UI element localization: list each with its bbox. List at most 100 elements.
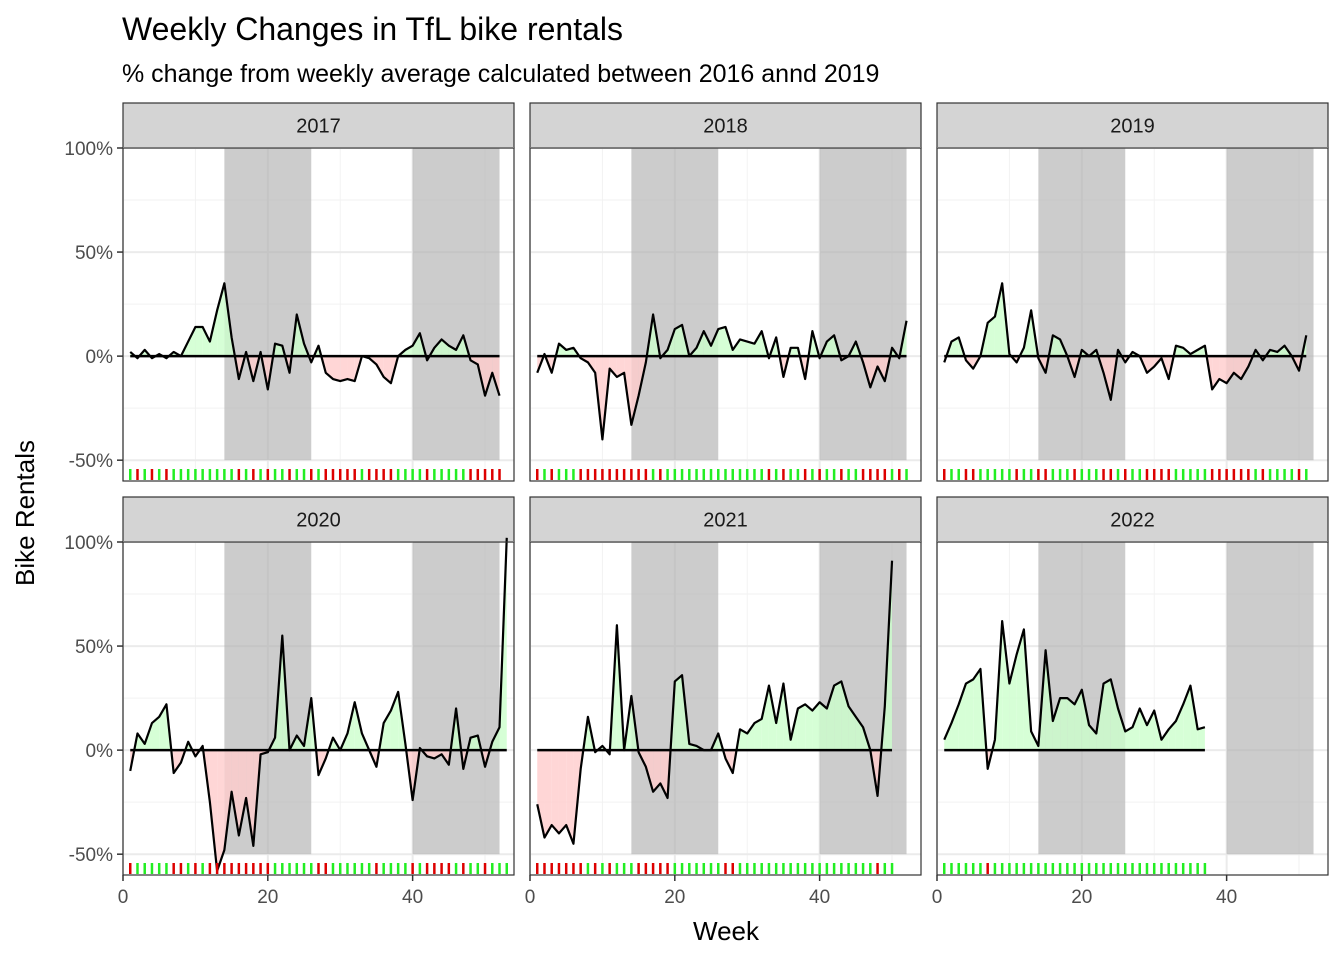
area-segment: [566, 750, 574, 844]
shaded-week-range: [631, 148, 719, 461]
facet-strip: [122, 496, 515, 543]
area-segment: [332, 356, 341, 382]
area-segment: [631, 356, 639, 425]
y-tick-label: 0%: [86, 347, 114, 368]
area-segment: [1132, 708, 1140, 751]
area-segment: [217, 750, 225, 871]
area-segment: [747, 341, 755, 357]
area-segment: [994, 283, 1003, 357]
facet-label: 2017: [296, 116, 341, 138]
area-segment: [485, 356, 493, 396]
facet-panel-2019: 2019: [936, 102, 1329, 482]
area-segment: [645, 750, 654, 792]
area-segment: [1197, 345, 1205, 357]
facet-panels: 2017-50%0%50%100%2018 20192020-50%0%50%10…: [64, 102, 1329, 908]
x-tick-label: 40: [809, 887, 830, 908]
area-segment: [674, 324, 683, 357]
area-segment: [1175, 704, 1184, 751]
area-segment: [275, 343, 283, 357]
area-segment: [674, 675, 683, 751]
area-segment: [987, 316, 995, 357]
area-segment: [951, 337, 959, 357]
x-tick-label: 0: [932, 887, 943, 908]
x-tick-label: 20: [257, 887, 278, 908]
area-segment: [340, 356, 348, 382]
panel-border: [936, 147, 1329, 482]
facet-panel-2017: 2017 -50% 0% 50% 100%: [64, 102, 515, 482]
area-segment: [776, 683, 784, 751]
facet-strip: [529, 102, 922, 149]
x-tick-label: 20: [1071, 887, 1092, 908]
area-segment: [1052, 335, 1061, 357]
area-segment: [558, 343, 567, 357]
series-line: [943, 282, 1308, 401]
area-segment: [1081, 689, 1090, 751]
area-segment: [826, 685, 835, 751]
area-segment: [761, 685, 769, 751]
area-segment: [383, 356, 391, 384]
area-segment: [1146, 356, 1155, 373]
area-segment: [405, 345, 413, 357]
chart-subtitle: % change from weekly average calculated …: [122, 60, 879, 88]
series-line: [129, 537, 508, 872]
area-segment: [1060, 698, 1068, 751]
facet-panel-2022: 2022 0 20 40: [932, 496, 1329, 908]
area-segment: [188, 326, 196, 357]
area-segment: [653, 750, 661, 792]
area-segment: [1118, 708, 1126, 751]
area-segment: [1002, 621, 1010, 751]
area-segment: [544, 750, 552, 838]
area-segment: [209, 750, 218, 871]
area-segment: [492, 356, 500, 396]
area-segment: [246, 750, 254, 846]
shaded-week-range: [1226, 148, 1314, 461]
x-tick-label: 40: [1216, 887, 1237, 908]
area-segment: [1197, 727, 1205, 751]
area-segment: [965, 679, 974, 751]
series-line: [536, 313, 908, 441]
y-tick-label: 50%: [75, 243, 113, 264]
panel-border: [529, 147, 922, 482]
facet-strip: [122, 102, 515, 149]
area-segment: [1125, 727, 1133, 751]
area-segment: [217, 283, 225, 357]
shaded-week-range: [412, 542, 500, 855]
area-segment: [754, 331, 762, 357]
area-segment: [790, 347, 798, 357]
area-segment: [1067, 698, 1075, 751]
area-segment: [1052, 698, 1061, 751]
y-tick-label: 0%: [86, 741, 114, 762]
area-segment: [1074, 689, 1082, 751]
series-line: [943, 619, 1206, 770]
area-segment: [173, 750, 181, 774]
facet-label: 2020: [296, 510, 341, 532]
area-segment: [151, 716, 160, 751]
x-tick-label: 40: [402, 887, 423, 908]
area-segment: [448, 345, 457, 357]
area-segment: [718, 326, 726, 357]
panel-border: [122, 541, 515, 876]
x-tick-label: 20: [664, 887, 685, 908]
chart-title: Weekly Changes in TfL bike rentals: [122, 11, 623, 47]
y-tick-label: -50%: [69, 451, 113, 472]
area-segment: [412, 333, 420, 357]
area-segment: [1146, 710, 1155, 751]
y-axis-label: Bike Rentals: [10, 440, 40, 586]
panel-border: [529, 541, 922, 876]
x-tick-label: 0: [525, 887, 536, 908]
area-segment: [805, 704, 813, 751]
area-segment: [747, 723, 755, 751]
area-segment: [1103, 679, 1111, 751]
area-segment: [537, 750, 545, 838]
area-segment: [1110, 679, 1119, 751]
area-segment: [1161, 729, 1169, 751]
shaded-week-range: [224, 148, 312, 461]
area-segment: [1219, 356, 1227, 384]
area-segment: [202, 326, 210, 357]
shaded-week-range: [819, 148, 907, 461]
area-segment: [238, 750, 247, 836]
area-segment: [470, 735, 478, 751]
area-segment: [195, 326, 203, 357]
facet-strip: [529, 496, 922, 543]
area-segment: [754, 718, 762, 751]
